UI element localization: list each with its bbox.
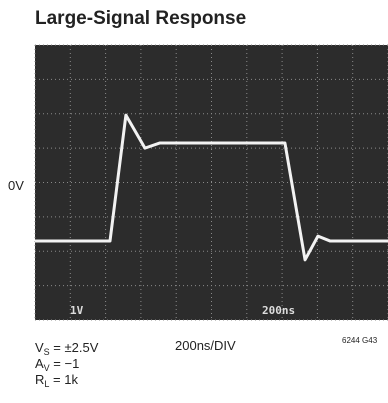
condition: RL = 1k xyxy=(35,372,78,389)
cond-value: = 1k xyxy=(49,372,78,387)
zero-label: 0V xyxy=(8,178,24,193)
cond-value: = ±2.5V xyxy=(50,340,99,355)
cond-subscript: S xyxy=(44,347,50,357)
cond-symbol: A xyxy=(35,356,44,371)
cond-subscript: L xyxy=(44,379,49,389)
time-div: 200ns/DIV xyxy=(175,338,236,353)
chart-title: Large-Signal Response xyxy=(35,8,246,29)
condition: VS = ±2.5V xyxy=(35,340,99,357)
cond-subscript: V xyxy=(44,363,50,373)
cond-value: = −1 xyxy=(50,356,80,371)
time-scale: 200ns xyxy=(262,304,295,317)
figure-id: 6244 G43 xyxy=(342,336,378,345)
cond-symbol: V xyxy=(35,340,44,355)
cond-symbol: R xyxy=(35,372,44,387)
volt-scale: 1V xyxy=(70,304,84,317)
trace xyxy=(35,113,388,262)
condition: AV = −1 xyxy=(35,356,79,373)
